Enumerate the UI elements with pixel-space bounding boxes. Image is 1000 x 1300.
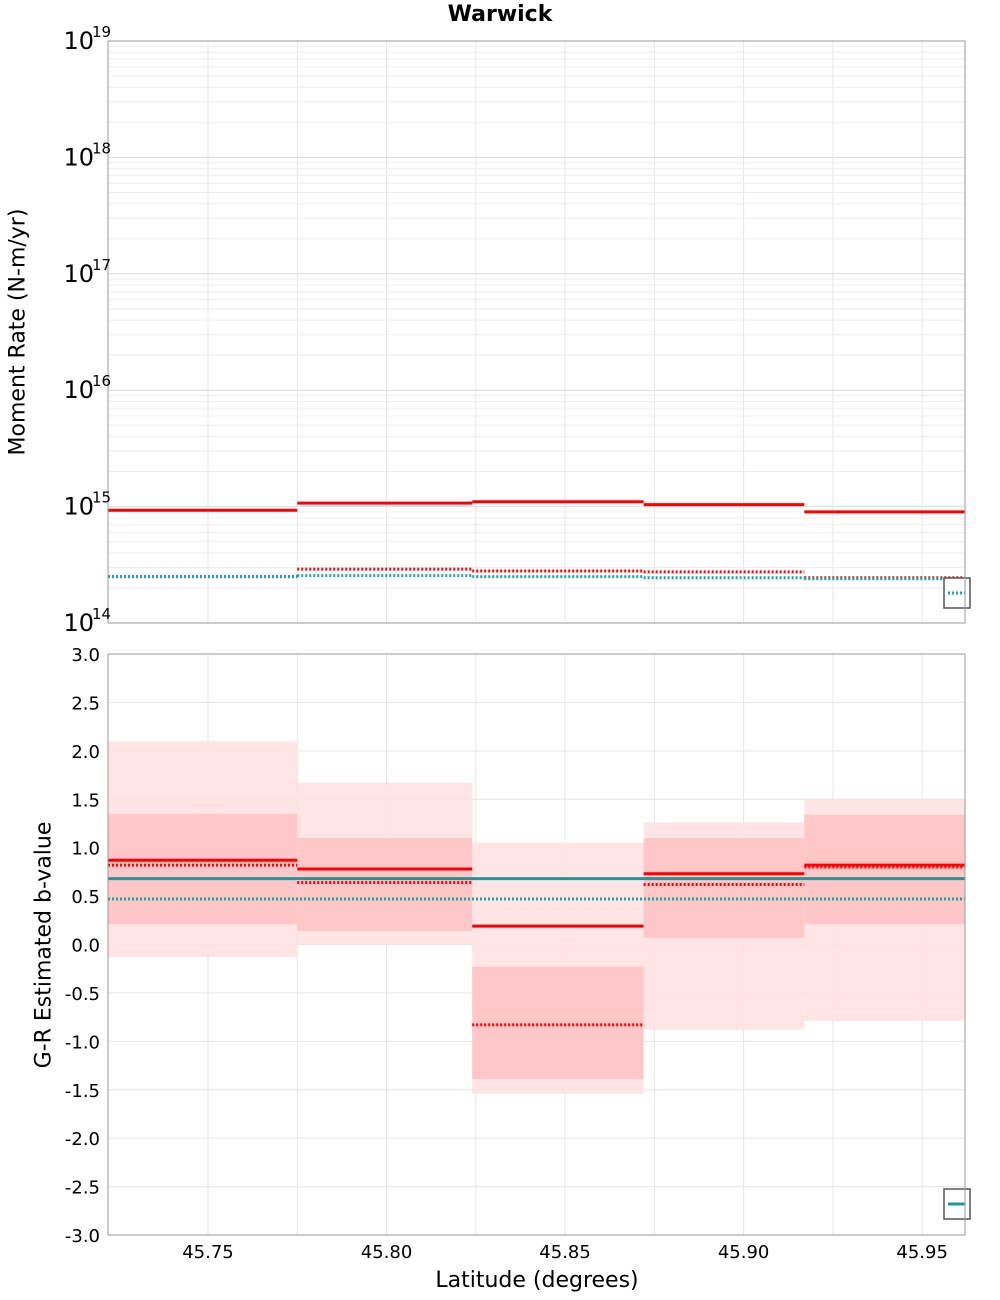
bvalue-ytick-label: -0.5: [65, 984, 100, 1005]
bvalue-ytick-label: -2.5: [65, 1178, 100, 1199]
moment-ytick-label: 10: [63, 143, 94, 171]
bvalue-inner-confidence-band: [472, 966, 644, 1080]
latitude-xtick-label: 45.95: [896, 1242, 948, 1263]
bvalue-ytick-label: 1.0: [71, 839, 100, 860]
bvalue-ytick-label: 3.0: [71, 645, 100, 666]
moment-ytick-exponent: 16: [92, 372, 111, 390]
chart-title: Warwick: [447, 2, 553, 27]
latitude-xtick-label: 45.75: [182, 1242, 234, 1263]
bvalue-ytick-label: 2.5: [71, 693, 100, 714]
bvalue-inner-confidence-band: [108, 813, 298, 925]
moment-plot-background: [108, 41, 965, 623]
latitude-xtick-label: 45.85: [539, 1242, 591, 1263]
moment-plot-frame: [107, 40, 966, 624]
moment-ytick-label: 10: [63, 493, 94, 521]
bvalue-inner-confidence-band: [297, 837, 473, 931]
moment-ytick-exponent: 17: [92, 256, 111, 274]
moment-ytick-label: 10: [63, 609, 94, 637]
moment-ytick-exponent: 18: [92, 139, 111, 157]
moment-ytick-exponent: 14: [92, 605, 111, 623]
moment-ytick-label: 10: [63, 376, 94, 404]
bvalue-ytick-label: -1.0: [65, 1032, 100, 1053]
bvalue-ytick-label: 2.0: [71, 742, 100, 763]
latitude-axis-label: Latitude (degrees): [435, 1268, 639, 1293]
bvalue-ytick-label: 1.5: [71, 790, 100, 811]
latitude-xtick-label: 45.90: [718, 1242, 770, 1263]
bvalue-inner-confidence-band: [804, 814, 965, 925]
bvalue-ytick-label: 0.0: [71, 936, 100, 957]
moment-ytick-label: 10: [63, 260, 94, 288]
moment-ytick-exponent: 15: [92, 489, 111, 507]
moment-ytick-exponent: 19: [92, 23, 111, 41]
moment-ytick-label: 10: [63, 27, 94, 55]
bvalue-inner-confidence-band: [643, 837, 805, 938]
latitude-xtick-label: 45.80: [361, 1242, 413, 1263]
bvalue-ytick-label: 0.5: [71, 887, 100, 908]
bvalue-plot-frame: [107, 653, 966, 1236]
bvalue-ytick-label: -1.5: [65, 1081, 100, 1102]
bvalue-ytick-label: -2.0: [65, 1129, 100, 1150]
bvalue-ytick-label: -3.0: [65, 1226, 100, 1247]
